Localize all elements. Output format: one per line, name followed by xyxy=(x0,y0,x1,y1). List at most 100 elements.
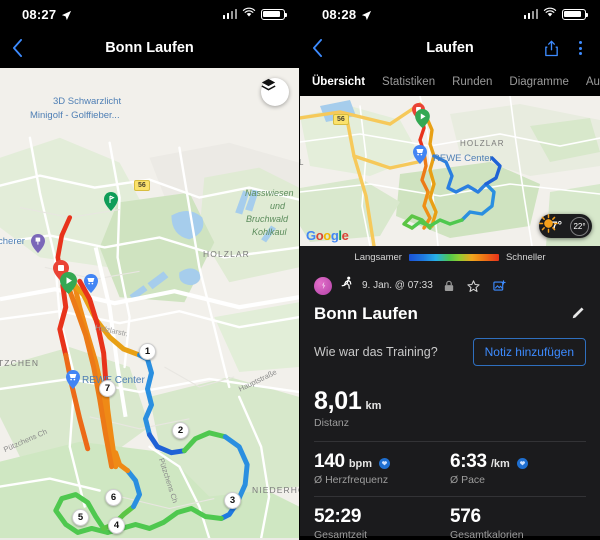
stat-label: Gesamtkalorien xyxy=(450,529,524,540)
stat-gesamtzeit: 52:29 Gesamtzeit xyxy=(314,506,450,540)
play-marker-icon[interactable] xyxy=(60,272,77,294)
nav-bar-right: Laufen xyxy=(300,28,600,68)
route-map-overview[interactable]: HOLZLAR REWE Center L 56 Google -7° xyxy=(300,96,600,246)
stat-value: 140 bpm xyxy=(314,451,450,473)
page-title: Bonn Laufen xyxy=(105,40,194,56)
pencil-icon[interactable] xyxy=(572,305,586,324)
nav-actions xyxy=(544,38,588,58)
status-indicators-right xyxy=(523,5,589,23)
cellular-signal-icon xyxy=(523,9,538,19)
stat-pace: 6:33 /km Ø Pace xyxy=(450,451,586,486)
avatar[interactable] xyxy=(314,276,332,295)
shopping-cart-marker-icon[interactable] xyxy=(84,274,98,293)
stat-number: 52:29 xyxy=(314,506,362,527)
mile-marker[interactable]: 6 xyxy=(105,489,122,506)
stat-label: Ø Pace xyxy=(450,474,486,486)
status-time-right: 08:28 xyxy=(322,7,372,22)
tab-diagramme[interactable]: Diagramme xyxy=(509,76,569,88)
shopping-cart-marker-icon[interactable] xyxy=(66,370,80,389)
mile-marker[interactable]: 7 xyxy=(99,380,116,397)
activity-meta-icons xyxy=(444,279,506,292)
stat-label: Gesamtzeit xyxy=(314,529,368,540)
activity-detail-sheet: Langsamer Schneller 9. Jan. @ 07:33 xyxy=(300,246,600,540)
stat-unit: bpm xyxy=(348,458,373,470)
add-note-button[interactable]: Notiz hinzufügen xyxy=(472,338,586,366)
stat-number: 576 xyxy=(450,506,481,527)
stat-distanz: 8,01 km Distanz xyxy=(314,387,586,429)
battery-icon xyxy=(261,8,288,20)
activity-title-row: Bonn Laufen xyxy=(300,297,600,327)
wifi-icon xyxy=(242,5,256,23)
stat-row-hr-pace: 140 bpm Ø Herzfrequenz 6:33 /km xyxy=(314,442,586,496)
stat-value: 6:33 /km xyxy=(450,451,586,473)
source-badge-icon xyxy=(516,458,528,469)
more-vertical-icon[interactable] xyxy=(573,38,588,58)
wifi-icon xyxy=(543,5,557,23)
status-time-left: 08:27 xyxy=(22,7,72,22)
stat-value: 576 xyxy=(450,506,586,528)
shopping-cart-marker-icon[interactable] xyxy=(413,145,427,164)
divider xyxy=(314,496,586,497)
tab-ausruestung[interactable]: Ausrüst xyxy=(585,76,600,88)
divider xyxy=(314,441,586,442)
stat-number: 8,01 xyxy=(314,387,362,415)
stats-section: 8,01 km Distanz 140 bpm xyxy=(300,377,600,540)
activity-date: 9. Jan. @ 07:33 xyxy=(362,280,433,291)
status-indicators-left xyxy=(222,5,288,23)
road-shield: 56 xyxy=(333,114,349,125)
stat-row-time-cal: 52:29 Gesamtzeit 576 Gesamtkalorien xyxy=(314,497,586,540)
note-question: Wie war das Training? xyxy=(314,345,438,359)
activity-meta-row: 9. Jan. @ 07:33 xyxy=(300,270,600,297)
battery-icon xyxy=(562,8,589,20)
play-marker-icon[interactable] xyxy=(415,109,430,128)
add-photo-icon[interactable] xyxy=(493,279,506,292)
layers-icon[interactable] xyxy=(261,78,289,106)
back-button[interactable] xyxy=(12,33,38,63)
mile-marker[interactable]: 1 xyxy=(139,343,156,360)
legend-faster-label: Schneller xyxy=(505,252,546,263)
status-bar-right: 08:28 xyxy=(300,0,600,28)
back-button[interactable] xyxy=(312,33,338,63)
tab-uebersicht[interactable]: Übersicht xyxy=(312,76,366,88)
pace-legend: Langsamer Schneller xyxy=(300,246,600,270)
tab-runden[interactable]: Runden xyxy=(452,76,493,88)
road-shield: 56 xyxy=(134,180,150,191)
status-time-text: 08:27 xyxy=(22,6,57,22)
location-arrow-icon xyxy=(61,9,72,20)
left-screen: 08:27 Bonn Laufen xyxy=(0,0,299,540)
mile-marker[interactable]: 5 xyxy=(72,509,89,526)
cellular-signal-icon xyxy=(222,9,237,19)
stat-gesamtkalorien: 576 Gesamtkalorien xyxy=(450,506,586,540)
status-bar-left: 08:27 xyxy=(0,0,299,28)
running-icon xyxy=(341,276,353,295)
stat-unit: km xyxy=(365,400,382,412)
golf-marker-icon[interactable] xyxy=(104,192,118,211)
mile-marker[interactable]: 3 xyxy=(224,492,241,509)
mile-marker[interactable]: 4 xyxy=(108,517,125,534)
legend-slower-label: Langsamer xyxy=(354,252,402,263)
nav-bar-left: Bonn Laufen xyxy=(0,28,299,68)
map-canvas xyxy=(0,68,299,539)
star-icon[interactable] xyxy=(467,279,480,292)
stat-unit: /km xyxy=(490,458,510,470)
mile-marker[interactable]: 2 xyxy=(172,422,189,439)
lock-icon[interactable] xyxy=(444,280,454,292)
tab-statistiken[interactable]: Statistiken xyxy=(382,76,436,88)
location-arrow-icon xyxy=(361,9,372,20)
stat-number: 140 xyxy=(314,451,345,472)
stat-label: Distanz xyxy=(314,417,350,429)
pace-gradient-bar xyxy=(408,254,499,261)
stat-number: 6:33 xyxy=(450,451,487,472)
stat-label: Ø Herzfrequenz xyxy=(314,474,389,486)
stat-value: 52:29 xyxy=(314,506,450,528)
activity-title: Bonn Laufen xyxy=(314,304,418,323)
museum-marker-icon[interactable] xyxy=(31,234,45,253)
stat-value: 8,01 km xyxy=(314,387,586,416)
stat-herzfrequenz: 140 bpm Ø Herzfrequenz xyxy=(314,451,450,486)
route-map-detail[interactable]: 3D Schwarzlicht Minigolf - Golffieber...… xyxy=(0,68,299,540)
weather-badge[interactable]: -7° 22° xyxy=(538,214,592,238)
status-time-text: 08:28 xyxy=(322,6,357,22)
tab-bar: Übersicht Statistiken Runden Diagramme A… xyxy=(300,68,600,96)
note-row: Wie war das Training? Notiz hinzufügen xyxy=(300,327,600,377)
share-icon[interactable] xyxy=(544,40,559,57)
